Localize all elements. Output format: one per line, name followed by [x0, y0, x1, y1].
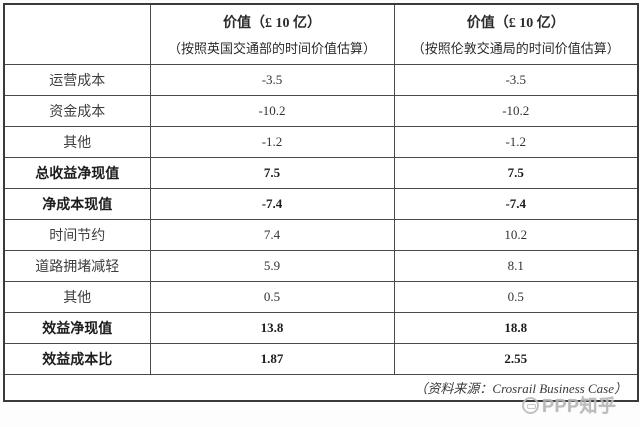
- cost-benefit-table: 价值（£ 10 亿） （按照英国交通部的时间价值估算） 价值（£ 10 亿） （…: [3, 3, 639, 402]
- row-label: 时间节约: [3, 219, 151, 251]
- header-corner-cell: [3, 3, 151, 65]
- tfl-value-cell: -7.4: [393, 188, 639, 220]
- header-dft-cell: 价值（£ 10 亿） （按照英国交通部的时间价值估算）: [149, 3, 395, 65]
- watermark-text: PPP知乎: [542, 396, 617, 416]
- row-label: 运营成本: [3, 64, 151, 96]
- row-label: 净成本现值: [3, 188, 151, 220]
- table-row-total-revenue-npv: 总收益净现值 7.5 7.5: [3, 157, 639, 189]
- table-row-net-cost-pv: 净成本现值 -7.4 -7.4: [3, 188, 639, 220]
- row-label: 资金成本: [3, 95, 151, 127]
- tfl-value-cell: 10.2: [393, 219, 639, 251]
- dft-value-cell: 1.87: [149, 343, 395, 375]
- tfl-value-cell: 7.5: [393, 157, 639, 189]
- row-label: 总收益净现值: [3, 157, 151, 189]
- dft-value-cell: 13.8: [149, 312, 395, 344]
- row-label: 效益成本比: [3, 343, 151, 375]
- tfl-value-cell: -3.5: [393, 64, 639, 96]
- row-label: 效益净现值: [3, 312, 151, 344]
- dft-value-cell: 0.5: [149, 281, 395, 313]
- table-row-benefit-cost-ratio: 效益成本比 1.87 2.55: [3, 343, 639, 375]
- tfl-value-subtitle: （按照伦敦交通局的时间价值估算）: [411, 41, 620, 56]
- header-row: 价值（£ 10 亿） （按照英国交通部的时间价值估算） 价值（£ 10 亿） （…: [3, 3, 639, 65]
- tfl-value-cell: -1.2: [393, 126, 639, 158]
- dft-value-cell: -10.2: [149, 95, 395, 127]
- tfl-value-title: 价值（£ 10 亿）: [466, 16, 565, 31]
- header-tfl-cell: 价值（£ 10 亿） （按照伦敦交通局的时间价值估算）: [393, 3, 639, 65]
- table-row-other-cost: 其他 -1.2 -1.2: [3, 126, 639, 158]
- tfl-value-cell: 18.8: [393, 312, 639, 344]
- dft-value-cell: 7.4: [149, 219, 395, 251]
- row-label: 其他: [3, 281, 151, 313]
- table-row-benefit-npv: 效益净现值 13.8 18.8: [3, 312, 639, 344]
- tfl-value-cell: 8.1: [393, 250, 639, 282]
- dft-value-cell: 5.9: [149, 250, 395, 282]
- tfl-value-cell: -10.2: [393, 95, 639, 127]
- dft-value-title: 价值（£ 10 亿）: [223, 16, 321, 31]
- row-label: 道路拥堵减轻: [3, 250, 151, 282]
- table-row-capital-cost: 资金成本 -10.2 -10.2: [3, 95, 639, 127]
- table-row-congestion-relief: 道路拥堵减轻 5.9 8.1: [3, 250, 639, 282]
- tfl-value-cell: 2.55: [393, 343, 639, 375]
- ppp-zhihu-watermark: PPP知乎: [522, 392, 617, 418]
- dft-value-cell: -1.2: [149, 126, 395, 158]
- dft-value-subtitle: （按照英国交通部的时间价值估算）: [167, 41, 376, 56]
- table-row-other-benefit: 其他 0.5 0.5: [3, 281, 639, 313]
- row-label: 其他: [3, 126, 151, 158]
- dft-value-cell: -3.5: [149, 64, 395, 96]
- dft-value-cell: -7.4: [149, 188, 395, 220]
- tfl-value-cell: 0.5: [393, 281, 639, 313]
- dft-value-cell: 7.5: [149, 157, 395, 189]
- table-row-time-savings: 时间节约 7.4 10.2: [3, 219, 639, 251]
- table-row-operating-cost: 运营成本 -3.5 -3.5: [3, 64, 639, 96]
- watermark-logo-icon: [522, 396, 539, 414]
